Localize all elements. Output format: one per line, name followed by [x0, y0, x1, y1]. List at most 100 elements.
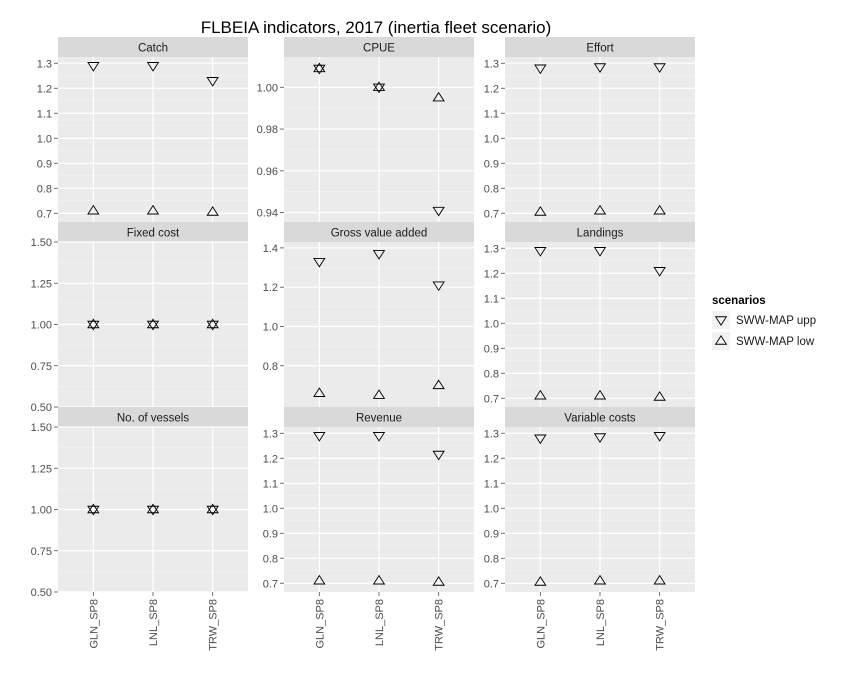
y-tick-label: 1.0 [37, 133, 52, 145]
facet-fixed-cost: Fixed cost 0.50 0.75 1.00 1.25 1.50 [31, 222, 248, 414]
point-sww-map-upp [593, 63, 607, 73]
y-tick-label: 1.2 [263, 453, 278, 465]
y-tick-label: 0.7 [484, 578, 499, 590]
y-tick-label: 1.3 [484, 58, 499, 70]
facet-revenue: Revenue 0.7 0.8 0.9 1.0 1.1 1.2 1.3 GLN_SP8 LNL_S… [263, 407, 474, 651]
legend-triangle-up-icon [714, 335, 728, 345]
x-tick-label: TRW_SP8 [208, 599, 220, 651]
y-tick-label: 0.9 [263, 528, 278, 540]
y-tick-label: 1.2 [484, 268, 499, 280]
point-sww-map-low [87, 503, 100, 514]
point-sww-map-upp [432, 450, 445, 461]
y-tick-label: 1.1 [484, 293, 499, 305]
y-tick-label: 1.0 [484, 133, 499, 145]
facet-strip-label: Catch [138, 43, 168, 55]
y-tick-label: 1.2 [484, 83, 499, 95]
facet-strip-label: Landings [577, 228, 624, 240]
point-sww-map-low [146, 204, 160, 215]
x-tick-label: LNL_SP8 [148, 599, 160, 646]
point-sww-map-low [313, 62, 326, 73]
y-tick-label: 0.7 [484, 208, 499, 220]
y-tick-label: 1.1 [37, 108, 52, 120]
point-sww-map-upp [653, 267, 666, 277]
point-sww-map-upp [534, 434, 547, 445]
y-tick-label: 0.50 [31, 587, 52, 599]
point-sww-map-low [534, 576, 547, 586]
point-sww-map-low [432, 91, 445, 102]
legend-keys: SWW-MAP upp SWW-MAP low [712, 311, 816, 350]
facet-strip-label: CPUE [363, 43, 395, 55]
legend-label: SWW-MAP upp [736, 315, 816, 327]
point-sww-map-upp [593, 433, 607, 443]
x-tick-label: LNL_SP8 [374, 599, 386, 646]
point-sww-map-low [593, 204, 607, 215]
x-tick-label: TRW_SP8 [434, 599, 446, 651]
y-tick-label: 1.3 [37, 58, 52, 70]
legend-key-background [712, 332, 730, 350]
point-sww-map-upp [432, 206, 445, 217]
y-tick-label: 1.1 [263, 478, 278, 490]
x-tick-label: GLN_SP8 [314, 599, 326, 649]
point-sww-map-upp [372, 83, 386, 94]
y-tick-label: 1.50 [31, 422, 52, 434]
facet-cpue: CPUE 0.94 0.96 0.98 1.00 [257, 37, 474, 222]
y-tick-label: 0.8 [484, 368, 499, 380]
y-tick-label: 0.7 [484, 393, 499, 405]
y-tick-label: 1.0 [484, 503, 499, 515]
y-tick-label: 0.9 [484, 158, 499, 170]
legend-title: scenarios [712, 295, 766, 307]
legend-item: SWW-MAP upp [712, 311, 816, 329]
point-sww-map-low [372, 574, 386, 585]
y-tick-label: 0.8 [263, 361, 278, 373]
point-sww-map-upp [534, 64, 547, 75]
legend-label: SWW-MAP low [736, 336, 815, 348]
y-tick-label: 1.25 [31, 463, 52, 475]
point-sww-map-low [206, 318, 219, 329]
y-tick-label: 1.0 [484, 318, 499, 330]
facet-strip [505, 222, 695, 242]
facet-strip [284, 37, 474, 57]
y-tick-label: 0.7 [37, 208, 52, 220]
point-sww-map-upp [206, 320, 219, 331]
y-tick-label: 0.8 [37, 183, 52, 195]
point-sww-map-low [534, 389, 547, 400]
y-tick-label: 1.1 [484, 478, 499, 490]
point-sww-map-upp [313, 64, 326, 75]
point-sww-map-upp [87, 505, 100, 516]
x-tick-label: TRW_SP8 [655, 599, 667, 651]
facet-strip-label: Gross value added [331, 228, 428, 240]
facet-variable-costs: Variable costs 0.7 0.8 0.9 1.0 1.1 1.2 1.3 GLN_S… [484, 407, 695, 651]
point-sww-map-low [146, 318, 160, 329]
point-sww-map-upp [146, 505, 160, 516]
y-tick-label: 0.8 [484, 183, 499, 195]
point-sww-map-low [313, 574, 326, 585]
chart-title: FLBEIA indicators, 2017 (inertia fleet s… [201, 18, 552, 37]
point-sww-map-low [432, 379, 445, 390]
facet-strip [284, 222, 474, 242]
facet-catch: Catch 0.7 0.8 0.9 1.0 1.1 1.2 1.3 [37, 37, 248, 222]
point-sww-map-low [653, 574, 666, 585]
point-sww-map-upp [432, 281, 445, 292]
facet-strip [58, 37, 248, 57]
y-tick-label: 0.8 [263, 553, 278, 565]
legend-key-background [712, 311, 730, 329]
legend: scenarios SWW-MAP upp SWW-MAP low [712, 295, 816, 350]
y-tick-label: 1.2 [37, 83, 52, 95]
point-sww-map-upp [206, 505, 219, 516]
point-sww-map-upp [372, 432, 386, 442]
facet-strip [505, 37, 695, 57]
facet-strip-label: Effort [586, 43, 614, 55]
x-tick-label: LNL_SP8 [595, 599, 607, 646]
facet-strip-label: No. of vessels [117, 413, 189, 425]
point-sww-map-low [206, 206, 219, 216]
y-tick-label: 0.98 [257, 124, 278, 136]
y-tick-label: 1.50 [31, 237, 52, 249]
y-tick-label: 1.2 [263, 282, 278, 294]
y-tick-label: 1.3 [484, 243, 499, 255]
y-tick-label: 1.2 [484, 453, 499, 465]
facet-strip-label: Revenue [356, 413, 402, 425]
facet-strip-label: Variable costs [564, 413, 636, 425]
y-tick-label: 0.75 [31, 361, 52, 373]
